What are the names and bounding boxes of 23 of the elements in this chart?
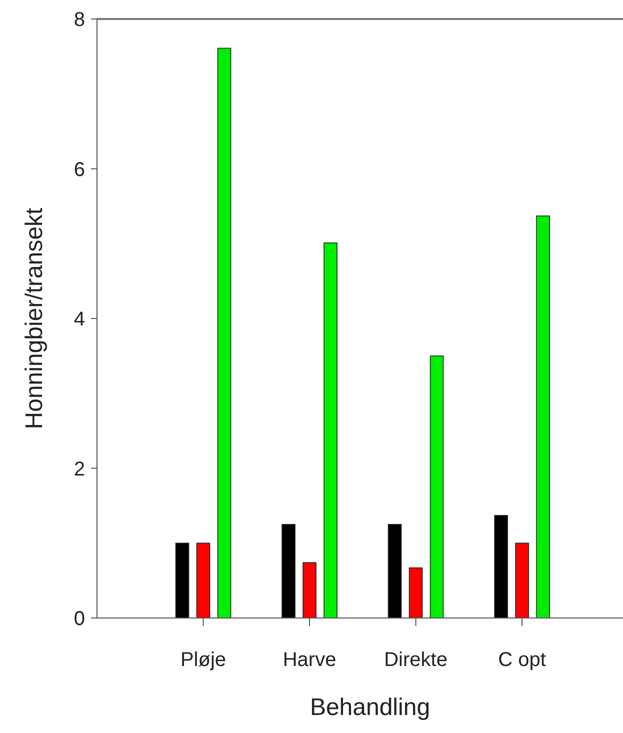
bar (536, 216, 550, 618)
y-tick-label: 8 (74, 9, 85, 31)
x-tick-label: C opt (498, 649, 546, 671)
y-tick-label: 2 (74, 458, 85, 480)
x-tick-label: Harve (282, 649, 336, 671)
bar (408, 567, 423, 618)
y-tick-label: 6 (74, 158, 85, 181)
bar (282, 524, 296, 618)
y-tick-label: 4 (74, 308, 85, 330)
x-tick-label: Direkte (384, 649, 448, 671)
bar (217, 48, 232, 618)
bar (324, 242, 338, 618)
bar (175, 542, 190, 618)
x-axis-title: Behandling (310, 694, 430, 721)
bar (430, 356, 444, 618)
x-tick-label: Pløje (180, 649, 226, 671)
bar (515, 542, 529, 618)
y-tick-label: 0 (74, 608, 85, 630)
bar (494, 515, 508, 618)
bar (196, 542, 210, 618)
y-axis-title: Honningbier/transekt (21, 207, 48, 430)
bar (388, 524, 402, 618)
bar (302, 562, 316, 618)
